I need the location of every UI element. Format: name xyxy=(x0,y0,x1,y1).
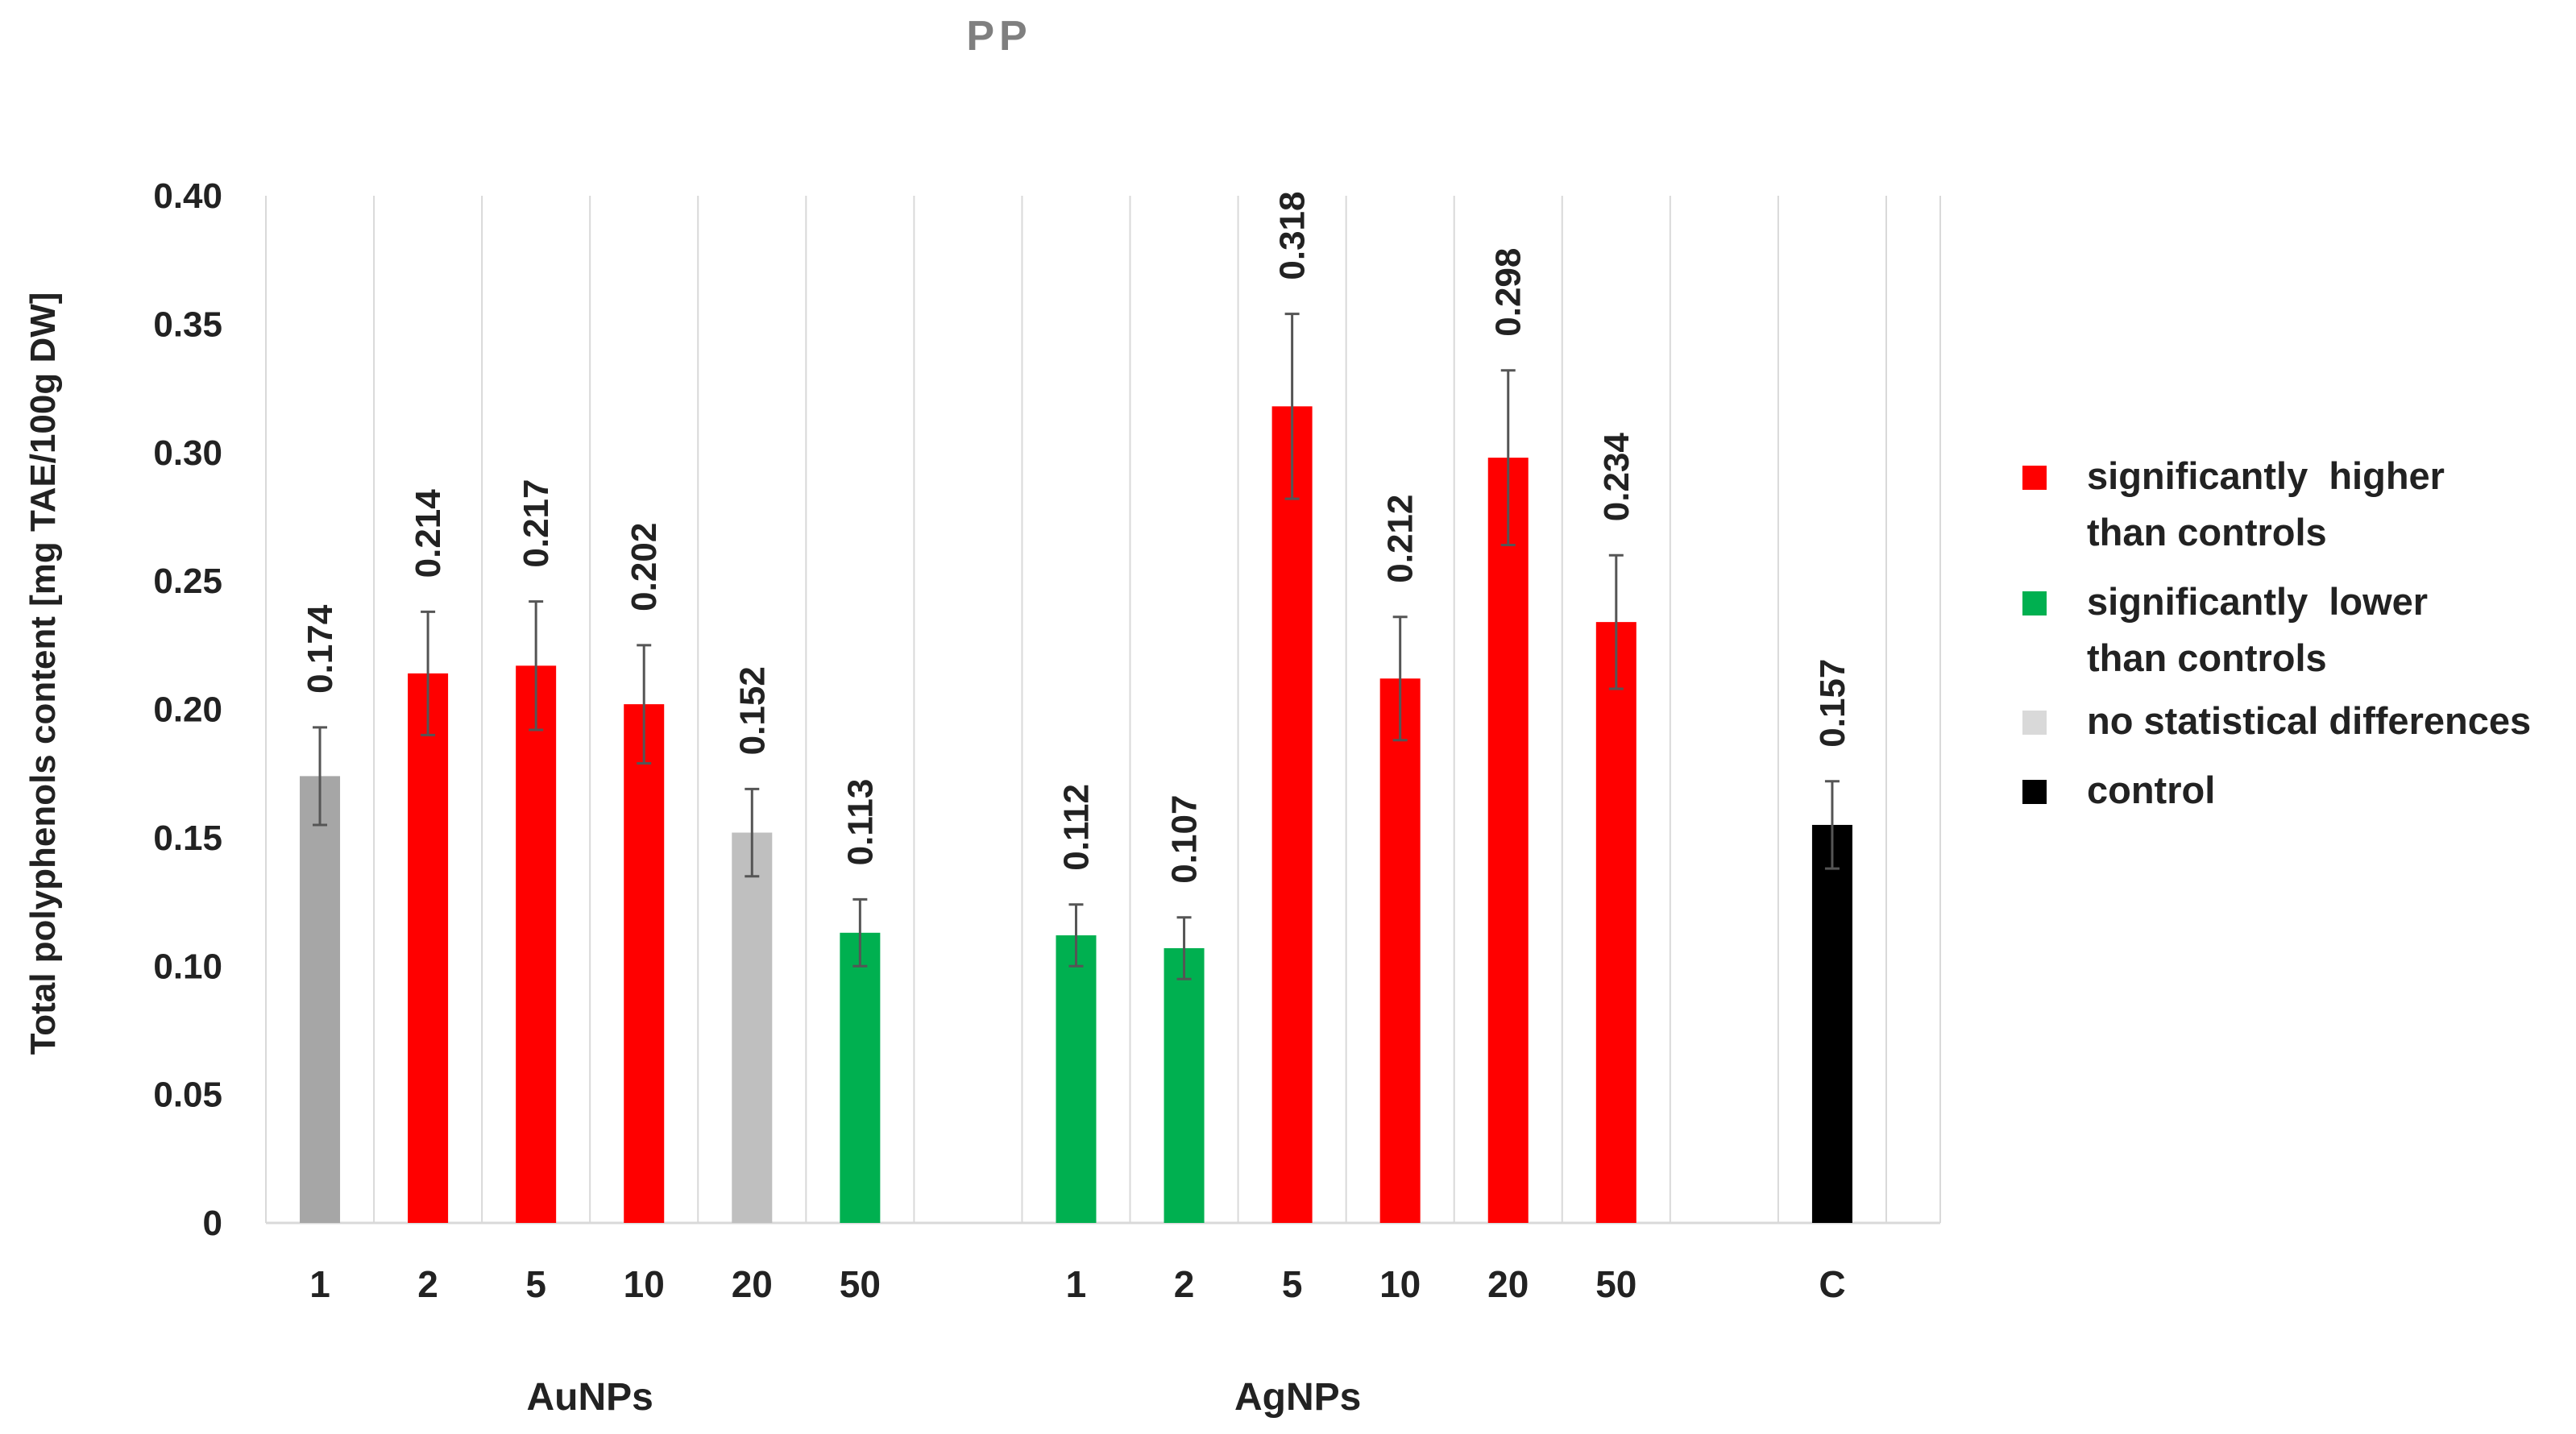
legend-item-higher: significantly higher than controls xyxy=(2014,448,2562,561)
y-tick-label: 0.15 xyxy=(153,819,222,858)
legend-label-higher-line1: significantly higher xyxy=(2087,454,2445,497)
data-label: 0.217 xyxy=(516,479,556,568)
legend-label-lower-line2: than controls xyxy=(2087,636,2327,679)
legend-swatch-control xyxy=(2022,780,2047,804)
chart-title: PP xyxy=(966,13,1031,60)
bar xyxy=(1379,678,1421,1223)
y-tick-labels: 0 0.05 0.10 0.15 0.20 0.25 0.30 0.35 0.40 xyxy=(153,176,222,1243)
bar xyxy=(1164,947,1205,1223)
y-tick-label: 0.25 xyxy=(153,562,222,601)
bar xyxy=(1595,622,1636,1223)
data-label: 0.212 xyxy=(1381,495,1421,583)
x-tick-label: 10 xyxy=(1379,1263,1421,1305)
x-tick-label: 10 xyxy=(624,1263,665,1305)
y-tick-label: 0.20 xyxy=(153,690,222,730)
bar xyxy=(408,673,449,1223)
data-label: 0.107 xyxy=(1165,795,1205,884)
x-tick-label: 20 xyxy=(1487,1263,1529,1305)
data-label: 0.214 xyxy=(409,489,448,578)
data-label: 0.318 xyxy=(1273,192,1313,280)
data-label: 0.298 xyxy=(1489,248,1529,337)
data-label: 0.152 xyxy=(732,666,772,755)
x-tick-label: 50 xyxy=(1595,1263,1636,1305)
legend-swatch-lower xyxy=(2022,591,2047,615)
error-bars xyxy=(313,313,1840,980)
y-tick-label: 0.40 xyxy=(153,176,222,216)
y-tick-label: 0.10 xyxy=(153,947,222,986)
x-tick-label: 5 xyxy=(525,1263,546,1305)
group-label: AgNPs xyxy=(1234,1376,1361,1419)
legend-label-lower-line1: significantly lower xyxy=(2087,580,2429,623)
bar xyxy=(1271,406,1313,1223)
data-label: 0.174 xyxy=(301,604,340,694)
legend-label-control: control xyxy=(2087,769,2216,811)
legend-item-none: no statistical differences xyxy=(2014,693,2562,749)
group-label: AuNPs xyxy=(527,1376,653,1419)
x-tick-label: 1 xyxy=(309,1263,330,1305)
x-tick-label: 2 xyxy=(417,1263,438,1305)
group-labels: AuNPs AgNPs xyxy=(527,1376,1362,1419)
legend-label-none: no statistical differences xyxy=(2087,699,2532,742)
legend-label-higher-line2: than controls xyxy=(2087,511,2327,553)
data-label: 0.157 xyxy=(1813,659,1852,748)
data-label: 0.112 xyxy=(1056,784,1096,871)
y-tick-label: 0.35 xyxy=(153,305,222,344)
legend-item-lower: significantly lower than controls xyxy=(2014,574,2562,686)
bar xyxy=(1056,935,1097,1223)
x-tick-label: 5 xyxy=(1282,1263,1303,1305)
x-tick-label: 20 xyxy=(732,1263,773,1305)
x-tick-label: C xyxy=(1819,1263,1845,1305)
data-label: 0.113 xyxy=(840,779,880,866)
bar xyxy=(840,932,881,1223)
bar xyxy=(732,832,773,1223)
legend-swatch-none xyxy=(2022,711,2047,735)
bar xyxy=(300,776,341,1223)
legend-item-control: control xyxy=(2014,762,2562,819)
y-tick-label: 0.30 xyxy=(153,433,222,473)
bars xyxy=(300,406,1852,1223)
bar xyxy=(516,665,557,1223)
data-label: 0.202 xyxy=(624,523,664,611)
x-tick-label: 50 xyxy=(840,1263,881,1305)
x-tick-labels: 1 2 5 10 20 50 1 2 5 10 20 50 C xyxy=(309,1263,1845,1305)
y-tick-label: 0 xyxy=(203,1204,222,1243)
y-tick-label: 0.05 xyxy=(153,1076,222,1115)
x-tick-label: 1 xyxy=(1066,1263,1087,1305)
data-labels: 0.174 0.214 0.217 0.202 0.152 0.113 0.112 0.107… xyxy=(301,192,1852,884)
x-tick-label: 2 xyxy=(1174,1263,1195,1305)
y-axis-label: Total polyphenols content [mg TAE/100g D… xyxy=(23,292,63,1055)
data-label: 0.234 xyxy=(1597,433,1636,522)
legend: significantly higher than controls signi… xyxy=(2014,448,2562,831)
bar xyxy=(624,704,665,1223)
bar xyxy=(1811,824,1852,1223)
bar xyxy=(1487,458,1529,1223)
legend-swatch-higher xyxy=(2022,466,2047,490)
